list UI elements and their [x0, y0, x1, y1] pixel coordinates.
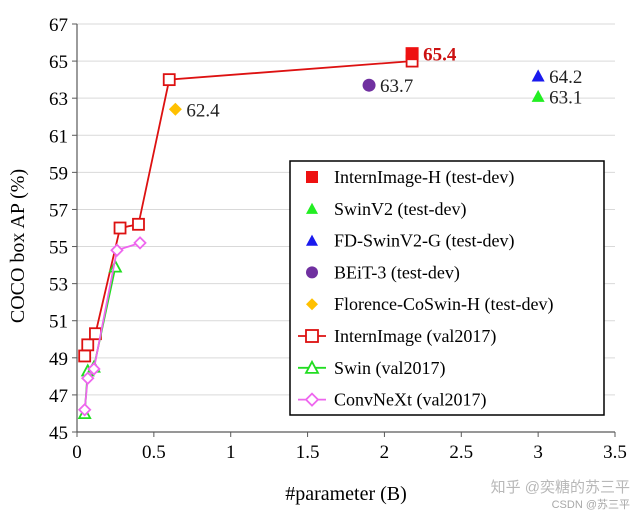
x-tick-label: 1.5 [296, 442, 320, 463]
series-point [113, 221, 127, 235]
x-tick-label: 0.5 [142, 442, 166, 463]
x-tick-label: 1 [226, 442, 236, 463]
series-point [133, 236, 147, 250]
tick-labels: 45 47 49 51 53 55 57 59 61 63 65 67 0 0.5 1 1.5 2 2.5 3 3.5 [49, 15, 627, 463]
legend-label: SwinV2 (test-dev) [334, 199, 466, 220]
y-tick-label: 45 [49, 423, 68, 444]
y-tick-label: 57 [49, 200, 68, 221]
y-tick-label: 53 [49, 275, 68, 296]
x-axis-label: #parameter (B) [285, 483, 407, 505]
series-point [87, 362, 101, 376]
point-fd-swinv2-g-test-dev: 64.2 [531, 67, 582, 88]
legend-label: InternImage (val2017) [334, 326, 496, 347]
legend-marker [306, 234, 318, 246]
legend-entry: BEiT-3 (test-dev) [306, 262, 460, 283]
legend-label: FD-SwinV2-G (test-dev) [334, 231, 514, 252]
legend-entry: Swin (val2017) [298, 358, 446, 379]
points-layer: 65.4 63.164.2 63.7 62.4 [168, 45, 582, 121]
legend-label: ConvNeXt (val2017) [334, 390, 486, 411]
legend-entry: InternImage (val2017) [298, 326, 496, 347]
data-label: 65.4 [423, 45, 457, 66]
y-axis-label: COCO box AP (%) [7, 169, 29, 323]
axes [72, 23, 616, 437]
legend-label: BEiT-3 (test-dev) [334, 262, 460, 283]
legend-marker [306, 298, 318, 311]
y-tick-label: 55 [49, 238, 68, 259]
data-label: 63.1 [549, 87, 582, 108]
series-point [162, 73, 176, 87]
y-tick-label: 51 [49, 312, 68, 333]
y-tick-label: 47 [49, 386, 68, 407]
y-tick-label: 59 [49, 163, 68, 184]
point-internimage-h-test-dev: 65.4 [405, 45, 457, 66]
y-tick-label: 67 [49, 15, 68, 36]
legend-label: InternImage-H (test-dev) [334, 167, 514, 188]
legend-entry: ConvNeXt (val2017) [298, 390, 486, 411]
legend-marker [306, 202, 318, 214]
data-label: 64.2 [549, 67, 582, 88]
y-tick-label: 65 [49, 52, 68, 73]
point-florence-coswin-h-test-dev: 62.4 [168, 100, 220, 121]
legend-marker [306, 171, 318, 183]
legend-marker [304, 392, 320, 407]
x-tick-label: 2.5 [449, 442, 473, 463]
series-point [78, 349, 92, 363]
legend-entry: Florence-CoSwin-H (test-dev) [306, 294, 553, 315]
data-label: 63.7 [380, 76, 413, 97]
y-tick-label: 63 [49, 89, 68, 110]
series-point [77, 402, 92, 417]
data-label: 62.4 [186, 100, 220, 121]
watermark-csdn: CSDN @苏三平 [552, 498, 630, 511]
data-point [531, 69, 545, 82]
data-point [405, 47, 419, 61]
y-tick-label: 49 [49, 349, 68, 370]
series-point [132, 217, 145, 231]
data-point [531, 89, 545, 102]
x-tick-label: 3.5 [603, 442, 627, 463]
legend-entry: FD-SwinV2-G (test-dev) [306, 231, 514, 252]
series-point [110, 243, 124, 258]
series-convnext-val2017 [77, 236, 147, 417]
legend-label: Swin (val2017) [334, 358, 446, 379]
series-layer [77, 54, 419, 420]
legend-label: Florence-CoSwin-H (test-dev) [334, 294, 553, 315]
point-swinv2-test-dev: 63.1 [531, 87, 582, 108]
series-point [81, 338, 95, 352]
legend-entry: SwinV2 (test-dev) [306, 199, 466, 220]
data-point [168, 102, 182, 116]
y-tick-label: 61 [49, 126, 68, 147]
x-tick-label: 2 [380, 442, 390, 463]
legend-marker [306, 266, 318, 279]
legend-marker [304, 359, 320, 374]
point-beit-3-test-dev: 63.7 [362, 76, 413, 97]
legend-entry: InternImage-H (test-dev) [306, 167, 514, 188]
legend-box [289, 160, 605, 416]
legend-marker [305, 329, 319, 343]
legend: InternImage-H (test-dev) SwinV2 (test-dev… [289, 160, 605, 416]
watermark-zhihu: 知乎 @奕糖的苏三平 [491, 479, 630, 496]
x-tick-label: 0 [72, 442, 82, 463]
x-tick-label: 3 [533, 442, 543, 463]
series-point [80, 371, 95, 385]
data-point [362, 78, 376, 92]
